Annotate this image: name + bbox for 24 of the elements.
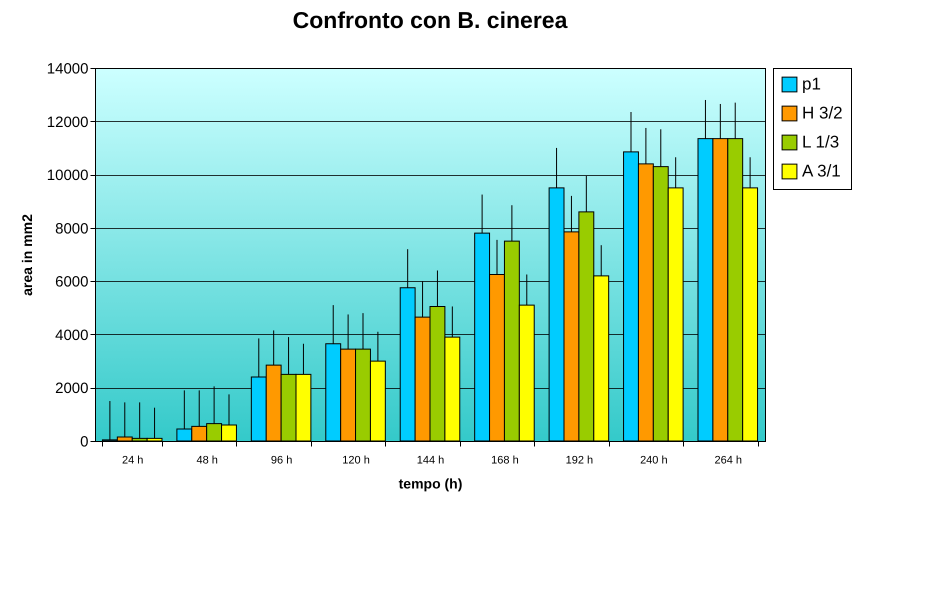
- x-tick-label: 120 h: [342, 454, 370, 466]
- legend-label: A 3/1: [802, 162, 841, 180]
- legend-label: H 3/2: [802, 104, 843, 122]
- chart-title: Confronto con B. cinerea: [292, 7, 568, 33]
- x-tick-label: 192 h: [566, 454, 594, 466]
- x-tick-label: 264 h: [714, 454, 742, 466]
- x-tick-label: 24 h: [122, 454, 144, 466]
- y-tick-label: 0: [80, 434, 88, 450]
- y-axis-title: area in mm2: [18, 214, 35, 296]
- y-tick-label: 8000: [55, 220, 88, 238]
- x-tick-label: 168 h: [491, 454, 519, 466]
- legend-label: p1: [802, 74, 821, 94]
- y-tick-label: 14000: [46, 60, 88, 78]
- x-tick-label: 240 h: [640, 454, 668, 466]
- y-tick-label: 10000: [46, 167, 88, 184]
- x-tick-label: 48 h: [196, 454, 218, 466]
- y-tick-label: 12000: [46, 114, 88, 131]
- x-tick-label: 144 h: [416, 454, 444, 466]
- y-tick-label: 4000: [55, 326, 88, 344]
- y-tick-label: 2000: [55, 380, 88, 398]
- y-tick-label: 6000: [55, 274, 88, 291]
- x-axis-title: tempo (h): [398, 476, 462, 492]
- x-tick-label: 96 h: [270, 454, 292, 466]
- legend-label: L 1/3: [802, 132, 840, 152]
